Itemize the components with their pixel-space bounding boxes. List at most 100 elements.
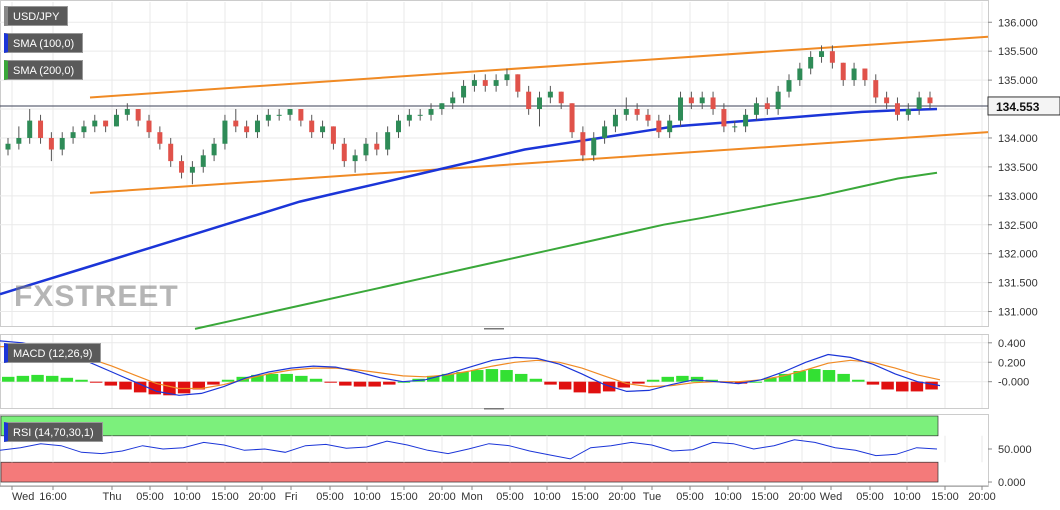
macd-histogram-bar: [16, 375, 30, 382]
macd-histogram-bar: [45, 375, 59, 382]
x-tick-label: 20:00: [608, 491, 636, 503]
macd-label-text: MACD (12,26,9): [13, 348, 93, 360]
macd-histogram-bar: [866, 381, 880, 385]
macd-histogram-bar: [2, 376, 15, 382]
y-tick-label: 132.000: [998, 249, 1038, 261]
candle-body: [526, 91, 532, 110]
macd-label[interactable]: MACD (12,26,9): [4, 343, 102, 363]
x-tick-label: 10:00: [893, 491, 921, 503]
symbol-label-text: USD/JPY: [13, 11, 60, 23]
x-tick-label: 10:00: [533, 491, 561, 503]
candle-body: [634, 109, 640, 115]
candle-body: [732, 126, 738, 128]
y-tick-label: 132.500: [998, 220, 1038, 232]
candle-body: [363, 143, 369, 156]
sma200-line: [194, 171, 938, 330]
x-tick-label: 10:00: [714, 491, 742, 503]
candle-body: [645, 114, 651, 121]
candle-body: [884, 97, 890, 104]
x-tick-label: Tue: [643, 491, 662, 503]
channel-lower-line: [89, 131, 989, 194]
x-tick-label: 05:00: [316, 491, 344, 503]
macd-histogram-bar: [353, 381, 367, 387]
x-tick-label: Thu: [103, 491, 122, 503]
macd-histogram-bar: [221, 379, 235, 382]
candle-body: [27, 120, 33, 138]
y-tick-label: 0.400: [998, 338, 1026, 350]
candle-body: [189, 166, 195, 173]
candle-body: [16, 137, 22, 144]
candle-body: [482, 80, 488, 86]
macd-histogram-bar: [661, 376, 674, 382]
macd-histogram-bar: [485, 369, 499, 382]
y-tick-label: 135.000: [998, 75, 1038, 87]
y-tick-label: 0.000: [998, 477, 1026, 489]
y-tick-label: 0.200: [998, 357, 1026, 369]
candle-body: [558, 91, 564, 104]
sma200-label-text: SMA (200,0): [13, 65, 75, 77]
x-tick-label: 20:00: [248, 491, 276, 503]
candle-body: [461, 85, 467, 98]
y-tick-label: 135.500: [998, 46, 1038, 58]
symbol-label[interactable]: USD/JPY: [4, 6, 69, 26]
pane-splitter: [484, 408, 504, 410]
candle-body: [48, 137, 54, 150]
candle-body: [775, 91, 781, 110]
candle-body: [591, 137, 597, 156]
rsi-oversold-zone: [0, 461, 939, 483]
x-tick-label: 15:00: [211, 491, 239, 503]
x-tick-label: 20:00: [428, 491, 456, 503]
candle-body: [233, 120, 239, 127]
macd-histogram-bar: [265, 373, 279, 382]
x-tick-label: 20:00: [968, 491, 996, 503]
rsi-chart: 50.000 0.000 Wed 16:00 Thu 05:00 10:00 15:00 20:…: [0, 414, 1032, 503]
candle-body: [927, 97, 933, 104]
x-tick-label: 10:00: [173, 491, 201, 503]
candle-body: [103, 120, 109, 127]
y-tick-label: 131.000: [998, 307, 1038, 319]
macd-histogram-bar: [822, 370, 836, 382]
x-tick-label: 05:00: [136, 491, 164, 503]
candle-body: [808, 56, 814, 69]
candle-body: [493, 80, 499, 86]
macd-histogram-bar: [177, 381, 191, 394]
macd-histogram-bar: [573, 381, 587, 393]
candle-body: [515, 74, 521, 92]
x-tick-label: 05:00: [496, 491, 524, 503]
macd-histogram-bar: [500, 370, 513, 382]
macd-histogram-bar: [427, 375, 440, 382]
macd-signal-line: [0, 346, 941, 390]
candle-body: [450, 97, 456, 104]
macd-histogram-bar: [60, 377, 74, 382]
candle-body: [873, 80, 879, 98]
rsi-label[interactable]: RSI (14,70,30,1): [4, 422, 103, 442]
sma100-label-text: SMA (100,0): [13, 38, 75, 50]
x-tick-label: 05:00: [856, 491, 884, 503]
macd-histogram-bar: [617, 381, 631, 388]
candle-body: [547, 91, 553, 98]
candle-body: [320, 126, 326, 133]
x-tick-label: 16:00: [39, 491, 67, 503]
candle-body: [753, 103, 759, 115]
current-price-box: [987, 96, 1060, 116]
rsi-overbought-zone: [0, 415, 939, 437]
macd-histogram-bar: [192, 381, 205, 390]
macd-histogram-bar: [778, 373, 792, 382]
macd-histogram-bar: [295, 375, 308, 382]
candle-body: [168, 143, 174, 162]
sma200-label[interactable]: SMA (200,0): [4, 60, 84, 80]
candle-body: [905, 109, 911, 115]
x-tick-label: Fri: [285, 491, 298, 503]
macd-histogram-bar: [309, 378, 323, 382]
candle-body: [113, 114, 119, 127]
macd-histogram-bar: [808, 369, 821, 382]
candle-body: [59, 137, 65, 150]
sma100-label[interactable]: SMA (100,0): [4, 33, 84, 53]
candle-body: [265, 114, 271, 121]
macd-histogram-bar: [910, 381, 924, 392]
macd-histogram-bar: [558, 381, 572, 390]
current-price-label: 134.553: [996, 100, 1040, 114]
x-tick-label: Wed: [12, 491, 34, 503]
candle-body: [146, 120, 152, 133]
candle-body: [276, 114, 282, 116]
